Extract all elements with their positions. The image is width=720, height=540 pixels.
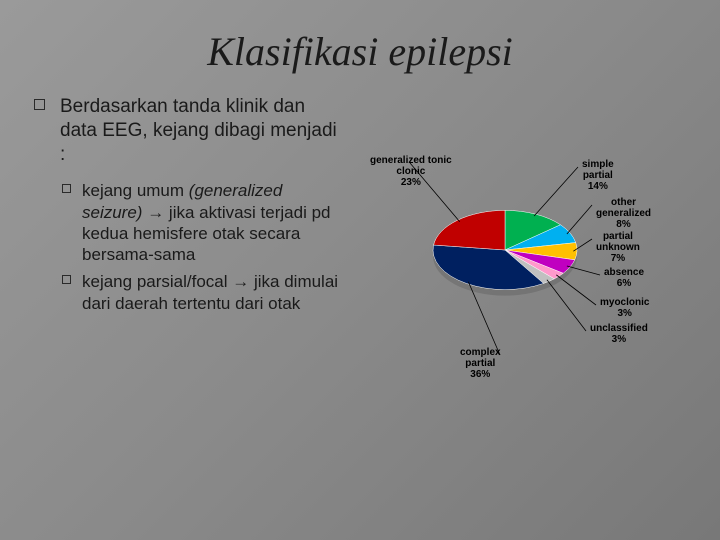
main-bullet: Berdasarkan tanda klinik dan data EEG, k… bbox=[60, 95, 340, 166]
text-column: Berdasarkan tanda klinik dan data EEG, k… bbox=[60, 95, 360, 375]
leader-line bbox=[547, 280, 586, 331]
square-bullet-icon bbox=[62, 275, 71, 284]
leader-line bbox=[534, 167, 578, 216]
sub-bullet-list: kejang umum (generalized seizure) → jika… bbox=[60, 180, 340, 314]
pie-slice-label: partialunknown7% bbox=[596, 231, 640, 264]
pie-slice-label: complexpartial36% bbox=[460, 347, 501, 380]
pie-chart: simplepartial14% othergeneralized8%partia… bbox=[360, 115, 660, 375]
main-bullet-text: Berdasarkan tanda klinik dan data EEG, k… bbox=[60, 95, 340, 166]
pie-slice-label: othergeneralized8% bbox=[596, 197, 651, 230]
pie-slice-label: myoclonic3% bbox=[600, 297, 649, 319]
square-bullet-icon bbox=[34, 99, 45, 110]
sub2-text: kejang parsial/focal → jika dimulai dari… bbox=[82, 272, 338, 312]
sub-bullet-2: kejang parsial/focal → jika dimulai dari… bbox=[82, 271, 340, 314]
pie-slice-label: simplepartial14% bbox=[582, 159, 614, 192]
pie-slice-label: unclassified3% bbox=[590, 323, 648, 345]
pie-slice-label: absence6% bbox=[604, 267, 644, 289]
pie-slice-label: generalized tonicclonic23% bbox=[370, 155, 452, 188]
slide-title: Klasifikasi epilepsi bbox=[0, 0, 720, 75]
content-area: Berdasarkan tanda klinik dan data EEG, k… bbox=[0, 75, 720, 375]
square-bullet-icon bbox=[62, 184, 71, 193]
sub1-part-a: kejang umum bbox=[82, 181, 189, 200]
pie-slice bbox=[434, 210, 505, 250]
sub-bullet-1: kejang umum (generalized seizure) → jika… bbox=[82, 180, 340, 265]
leader-line bbox=[567, 205, 592, 234]
chart-column: simplepartial14% othergeneralized8%partia… bbox=[360, 95, 680, 375]
